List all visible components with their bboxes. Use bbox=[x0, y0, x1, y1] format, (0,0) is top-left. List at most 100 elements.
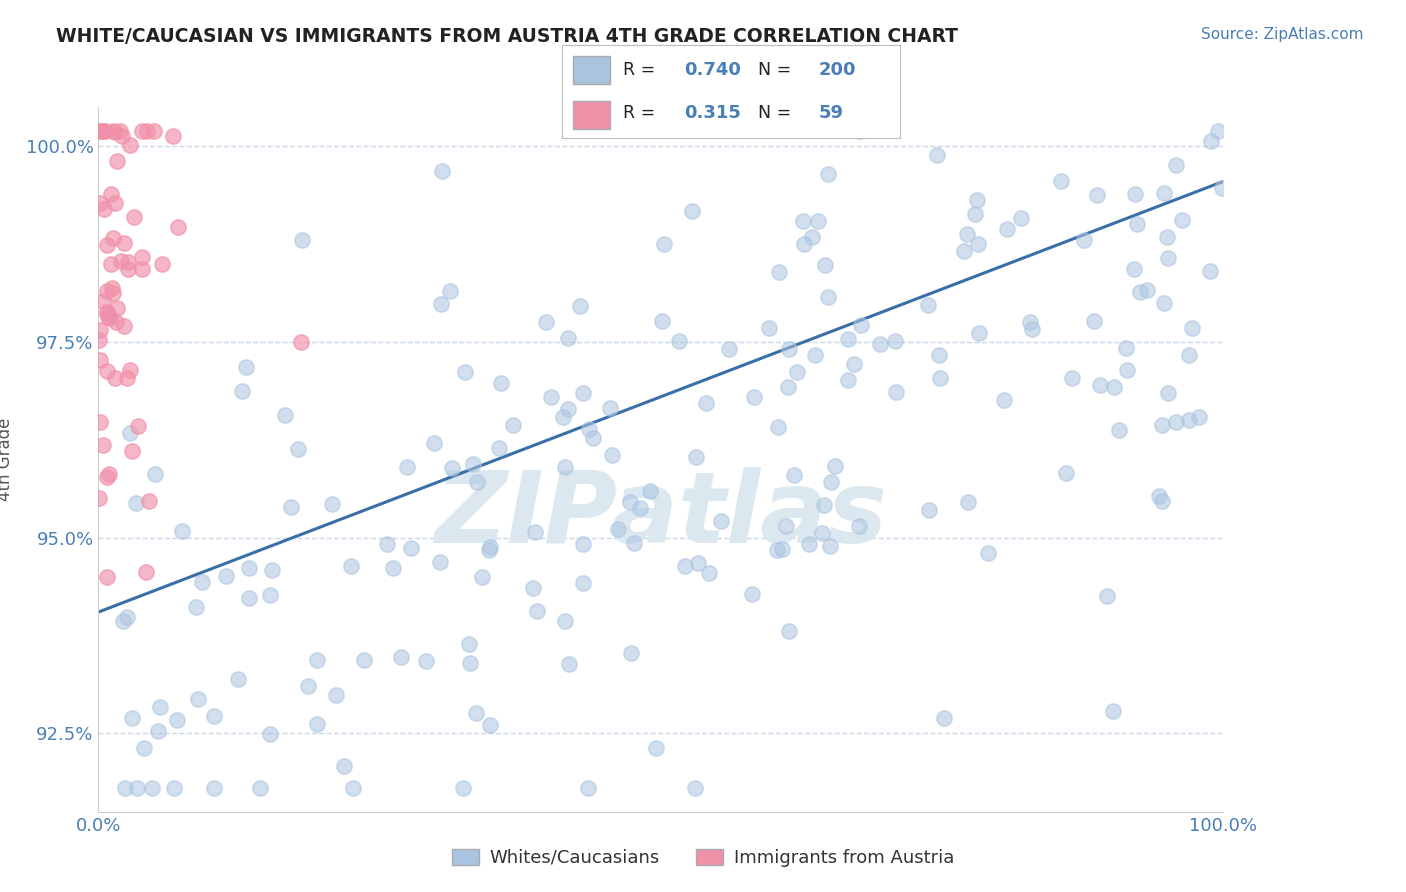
Point bbox=[118, 138, 141, 153]
Point bbox=[1166, 158, 1188, 172]
Point bbox=[97, 310, 120, 324]
Point bbox=[471, 570, 494, 584]
Point bbox=[928, 348, 950, 362]
Text: N =: N = bbox=[758, 104, 797, 122]
Point bbox=[89, 491, 111, 506]
Text: 0.740: 0.740 bbox=[683, 61, 741, 78]
Point bbox=[1136, 283, 1159, 297]
Point bbox=[215, 569, 238, 583]
Point bbox=[620, 646, 643, 660]
Point bbox=[488, 441, 510, 455]
Point bbox=[235, 360, 257, 375]
Point bbox=[1122, 262, 1144, 277]
Point bbox=[89, 415, 111, 429]
Point bbox=[918, 503, 941, 517]
Point bbox=[884, 334, 907, 348]
Point bbox=[1083, 314, 1105, 328]
Point bbox=[136, 123, 159, 137]
Point bbox=[112, 236, 135, 251]
Point bbox=[551, 410, 574, 425]
Point bbox=[191, 574, 214, 589]
Point bbox=[869, 336, 891, 351]
Point bbox=[423, 435, 446, 450]
Point bbox=[451, 781, 474, 796]
Point bbox=[818, 539, 841, 553]
Point bbox=[1019, 315, 1042, 329]
Point bbox=[1199, 134, 1222, 148]
Point bbox=[1157, 385, 1180, 400]
Point bbox=[956, 495, 979, 509]
Point bbox=[464, 706, 486, 721]
Point bbox=[1164, 415, 1187, 429]
Text: R =: R = bbox=[623, 61, 661, 78]
Point bbox=[141, 781, 163, 796]
Point bbox=[478, 543, 501, 558]
Point bbox=[1073, 233, 1095, 247]
Point bbox=[673, 558, 696, 573]
Point bbox=[96, 364, 118, 378]
Point bbox=[685, 781, 707, 796]
Point bbox=[792, 214, 814, 228]
Point bbox=[321, 497, 343, 511]
Point bbox=[820, 475, 842, 489]
Point bbox=[742, 391, 765, 405]
Point bbox=[332, 759, 354, 773]
Point bbox=[297, 679, 319, 693]
Text: ZIPatlas: ZIPatlas bbox=[434, 467, 887, 565]
Point bbox=[167, 220, 190, 235]
Point bbox=[1126, 217, 1149, 231]
Point bbox=[925, 148, 948, 162]
Point bbox=[966, 193, 988, 207]
Point bbox=[623, 535, 645, 549]
Point bbox=[557, 402, 579, 417]
Text: 59: 59 bbox=[818, 104, 844, 122]
Point bbox=[929, 371, 952, 385]
Point bbox=[138, 493, 160, 508]
Point bbox=[166, 713, 188, 727]
Point bbox=[786, 365, 808, 379]
Point bbox=[132, 741, 155, 756]
Point bbox=[146, 724, 169, 739]
Point bbox=[104, 196, 127, 211]
Point bbox=[837, 373, 859, 387]
Point bbox=[619, 495, 641, 509]
Point bbox=[127, 418, 149, 433]
Point bbox=[526, 604, 548, 618]
Point bbox=[259, 726, 281, 740]
Point bbox=[259, 588, 281, 602]
Point bbox=[817, 290, 839, 304]
Point bbox=[932, 711, 955, 725]
Point bbox=[131, 250, 153, 264]
Point bbox=[1102, 704, 1125, 718]
Point bbox=[651, 314, 673, 328]
Point bbox=[111, 129, 134, 144]
Point bbox=[1177, 413, 1199, 427]
Point bbox=[967, 326, 990, 340]
Point bbox=[339, 559, 361, 574]
Point bbox=[377, 537, 399, 551]
Point bbox=[709, 514, 731, 528]
Point bbox=[93, 202, 115, 216]
Text: 200: 200 bbox=[818, 61, 856, 78]
Point bbox=[101, 123, 124, 137]
Point bbox=[98, 311, 121, 326]
Text: WHITE/CAUCASIAN VS IMMIGRANTS FROM AUSTRIA 4TH GRADE CORRELATION CHART: WHITE/CAUCASIAN VS IMMIGRANTS FROM AUSTR… bbox=[56, 27, 959, 45]
Point bbox=[162, 128, 184, 143]
Point bbox=[291, 233, 314, 247]
Point bbox=[557, 331, 579, 345]
Point bbox=[977, 546, 1000, 560]
Point bbox=[118, 425, 141, 440]
Point bbox=[342, 781, 364, 796]
Point bbox=[502, 418, 524, 433]
Point bbox=[685, 450, 707, 464]
Point bbox=[814, 258, 837, 272]
Point bbox=[576, 781, 599, 796]
Text: 0.315: 0.315 bbox=[683, 104, 741, 122]
Point bbox=[465, 475, 488, 490]
Point bbox=[325, 689, 347, 703]
Point bbox=[1152, 494, 1174, 508]
Point bbox=[432, 164, 454, 178]
Point bbox=[1181, 321, 1204, 335]
Point bbox=[638, 483, 661, 498]
Point bbox=[817, 167, 839, 181]
